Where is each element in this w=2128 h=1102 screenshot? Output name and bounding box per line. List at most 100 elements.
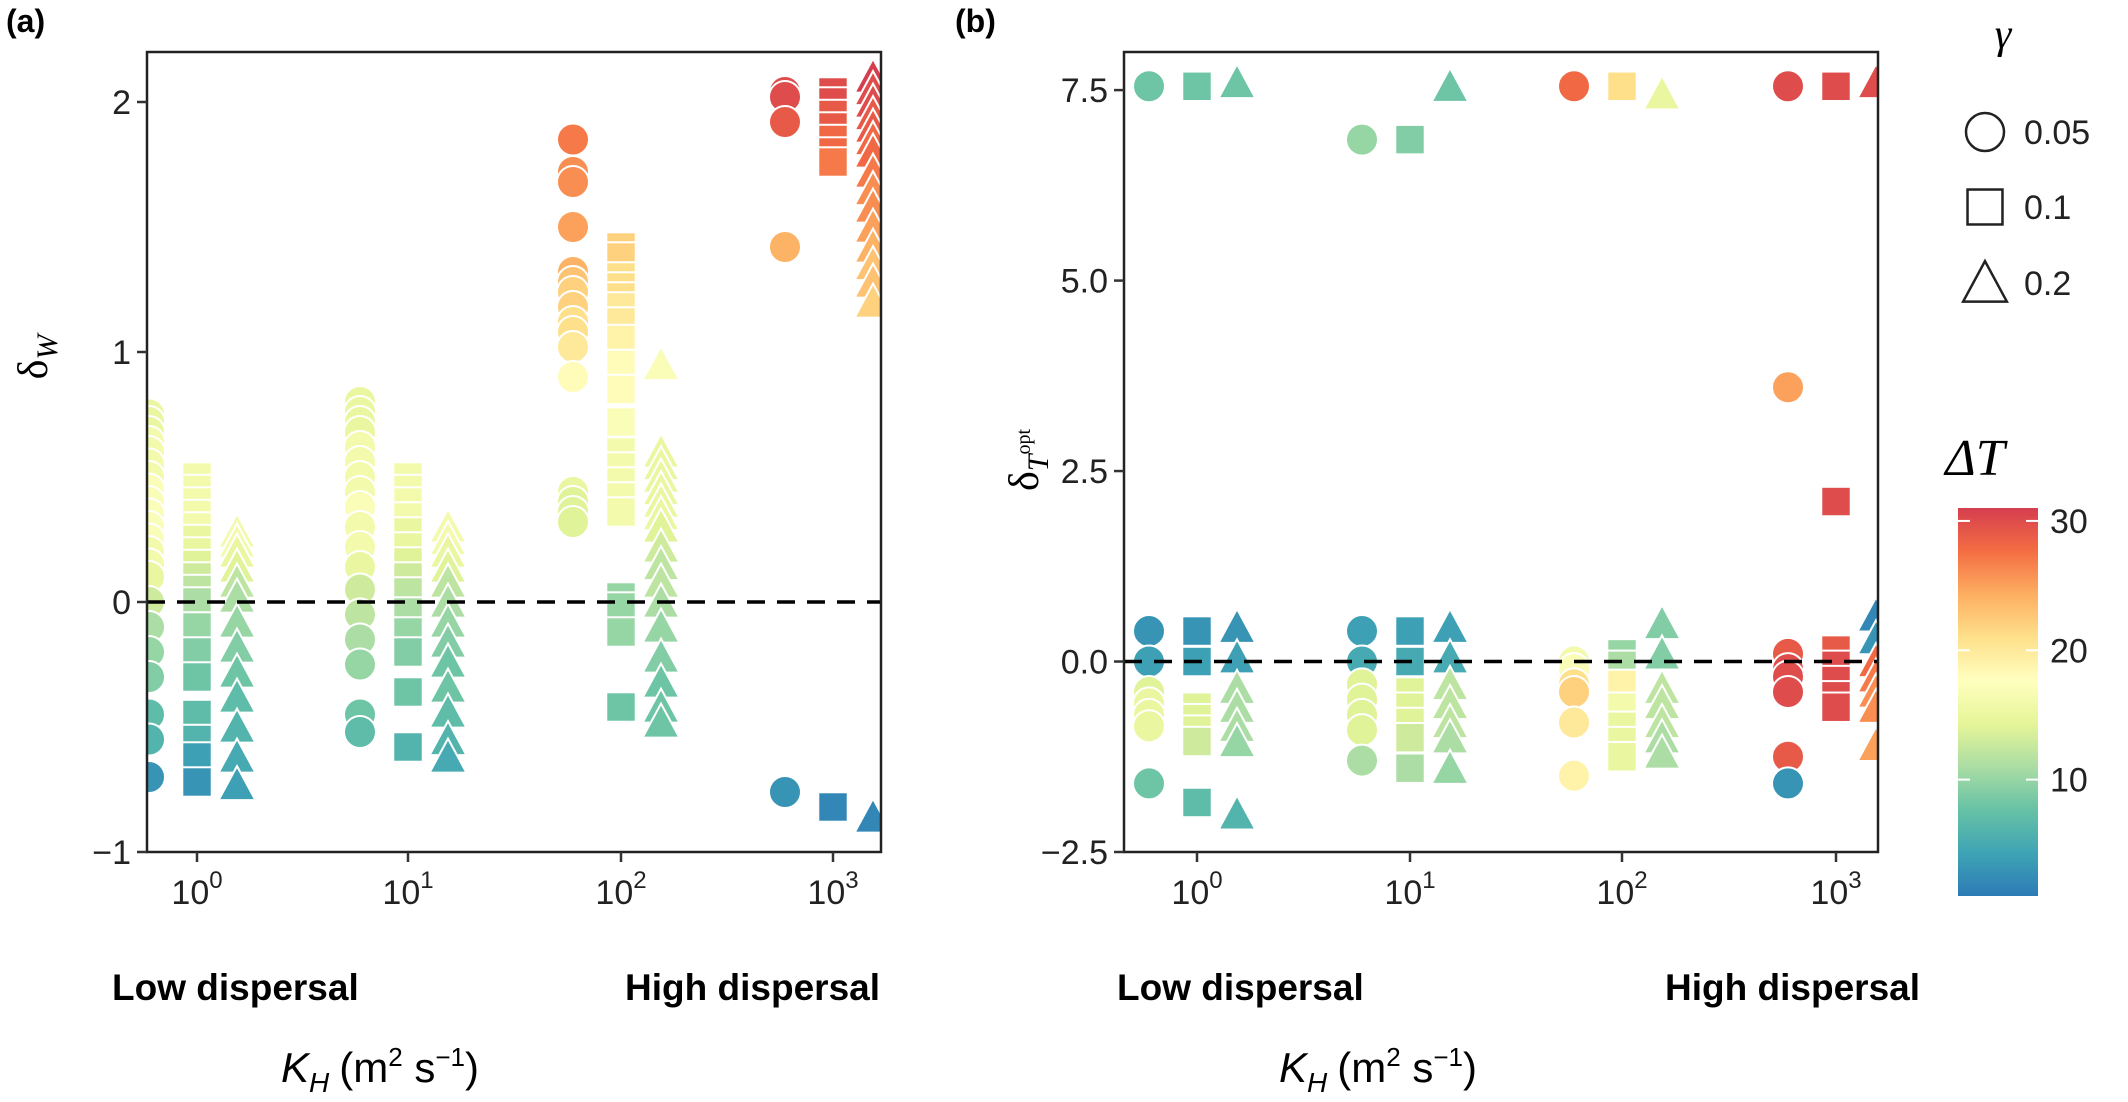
colorbar-tick-label: 10 (2050, 762, 2088, 800)
panel-b-x-title-units-close: ) (1463, 1044, 1477, 1091)
data-point (1394, 721, 1426, 754)
panel-b-y-title: δTopt (1002, 429, 1055, 491)
data-point (768, 775, 802, 809)
data-point (1345, 743, 1379, 778)
data-point (343, 715, 377, 749)
data-point (1557, 69, 1591, 104)
panel-b-y-title-sub: T (1022, 452, 1055, 471)
panel-b-x-ticks: 100 101 102 103 (1171, 852, 1862, 912)
data-point (605, 406, 637, 438)
panel-a-x-title-sub: H (309, 1067, 330, 1098)
data-point (1345, 713, 1379, 748)
data-point (1771, 766, 1805, 801)
data-point (1345, 122, 1379, 157)
data-point (1855, 61, 1878, 100)
data-point (392, 676, 424, 708)
data-point (343, 647, 377, 682)
data-point (605, 373, 637, 406)
x-tick-base: 10 (807, 874, 845, 912)
data-point (1820, 691, 1852, 723)
panel-a-y-title-sub: W (31, 332, 64, 360)
panel-b-x-title-units-tail: s (1401, 1044, 1434, 1091)
data-point (605, 691, 637, 723)
data-point (1132, 766, 1166, 801)
panel-b-frame (1122, 50, 1880, 854)
data-point (147, 660, 166, 694)
x-tick-exp: 1 (1422, 867, 1435, 894)
data-point (556, 210, 590, 244)
data-point (1429, 65, 1471, 103)
x-tick-base: 10 (1810, 874, 1848, 912)
colorbar-ticks: 30 20 10 (1958, 503, 2088, 800)
x-tick-label: 102 (1596, 867, 1647, 912)
data-point (1855, 724, 1878, 762)
data-point (147, 760, 166, 794)
panel-b-x-title-units-tail-exp: −1 (1433, 1042, 1463, 1072)
y-tick-label: 5.0 (1061, 263, 1108, 301)
data-point (1394, 123, 1426, 156)
data-point (1641, 73, 1683, 111)
x-tick-label: 101 (382, 867, 433, 912)
panel-a-label: (a) (6, 3, 45, 39)
data-point (1855, 686, 1878, 724)
data-point (556, 505, 590, 539)
data-point (1181, 725, 1213, 758)
panel-a-x-title: KH (m2 s−1) (281, 1042, 479, 1098)
legend-square-icon (1966, 188, 2004, 226)
data-point (852, 281, 881, 319)
panel-b-y-title-main: δ (1002, 471, 1048, 491)
panel-b-x-title-units-exp: 2 (1386, 1042, 1400, 1072)
data-point (1132, 709, 1166, 744)
x-tick-exp: 0 (209, 867, 222, 894)
data-point (1606, 741, 1638, 773)
legend-circle-icon (1964, 111, 2006, 153)
y-tick-label: −2.5 (1041, 834, 1108, 872)
x-tick-label: 103 (1810, 867, 1861, 912)
shape-legend: γ 0.05 0.1 0.2 (1961, 12, 2090, 303)
x-tick-base: 10 (595, 874, 633, 912)
x-tick-base: 10 (1384, 874, 1422, 912)
panel-a-y-ticks: 2 1 0 −1 (92, 84, 147, 872)
data-point (1641, 732, 1683, 770)
panel-a-points (147, 56, 881, 834)
x-tick-exp: 0 (1209, 867, 1222, 894)
panel-a-x-ticks: 100 101 102 103 (171, 852, 859, 912)
x-tick-exp: 1 (420, 867, 433, 894)
panel-b: (b) 7.55.02.50.0−2.5 100 101 102 103 δTopt … (955, 3, 1920, 1098)
data-point (1557, 758, 1591, 793)
x-tick-base: 10 (1171, 874, 1209, 912)
data-point (1771, 675, 1805, 709)
y-tick-label: 7.5 (1061, 72, 1108, 110)
data-point (1132, 614, 1166, 649)
panel-a-x-title-units: (m (339, 1044, 388, 1091)
data-point (768, 230, 802, 264)
data-point (1181, 70, 1213, 103)
data-point (817, 791, 849, 823)
panel-b-high-dispersal: High dispersal (1665, 967, 1920, 1008)
data-point (1771, 370, 1805, 405)
x-tick-base: 10 (1596, 874, 1634, 912)
y-tick-label: 1 (112, 334, 131, 372)
x-tick-exp: 3 (845, 867, 858, 894)
x-tick-base: 10 (171, 874, 209, 912)
data-point (1606, 70, 1638, 103)
data-point (817, 146, 849, 178)
data-point (1216, 793, 1258, 831)
panel-b-y-ticks: 7.5 5.0 2.5 0.0 −2.5 (1041, 72, 1124, 872)
data-point (852, 796, 881, 834)
panel-a-frame (145, 50, 883, 854)
x-tick-label: 101 (1384, 867, 1435, 912)
panel-a: (a) 210−1 100 101 102 103 δW Low dispersal … (6, 3, 883, 1098)
panel-a-x-title-units-close: ) (465, 1044, 479, 1091)
x-tick-base: 10 (382, 874, 420, 912)
legend-title: γ (1995, 12, 2013, 58)
x-tick-label: 100 (1171, 867, 1222, 912)
data-point (1820, 485, 1852, 518)
data-point (768, 105, 802, 139)
panel-b-y-title-subsup: opt (1013, 429, 1035, 455)
data-point (605, 616, 637, 648)
panel-b-x-title-sub: H (1307, 1067, 1328, 1098)
data-point (640, 343, 682, 382)
panel-a-x-title-units-exp: 2 (388, 1042, 402, 1072)
